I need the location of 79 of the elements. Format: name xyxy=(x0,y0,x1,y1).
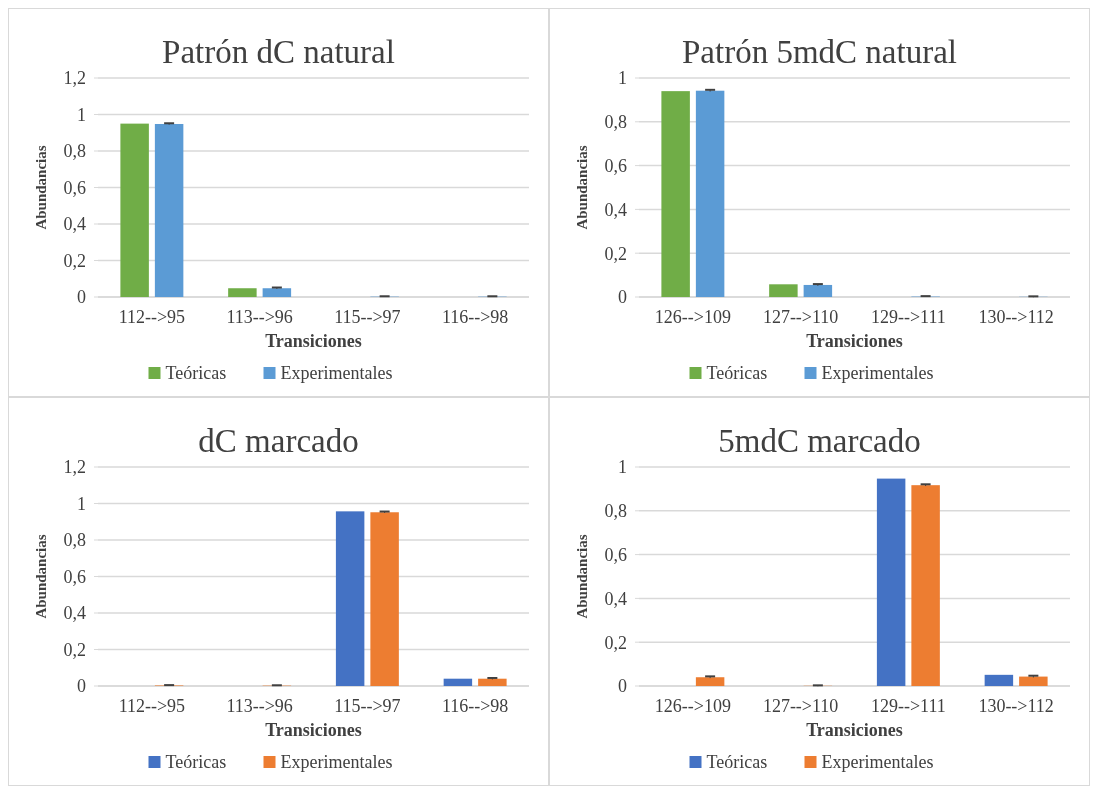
y-tick-label: 0,8 xyxy=(604,112,627,133)
x-tick-label: 116-->98 xyxy=(441,696,509,716)
bar xyxy=(1019,676,1048,686)
y-tick-label: 1,2 xyxy=(63,68,86,89)
bar xyxy=(695,90,725,297)
chart-title: dC marcado xyxy=(198,423,359,459)
bar xyxy=(876,478,906,686)
y-tick-label: 0,2 xyxy=(604,243,627,264)
x-tick-label: 127-->110 xyxy=(762,696,839,716)
bar xyxy=(335,511,365,686)
y-tick-label: 0,6 xyxy=(63,566,86,587)
x-tick-label: 115-->97 xyxy=(334,307,401,327)
bar xyxy=(370,512,399,686)
bar xyxy=(911,485,940,686)
bar xyxy=(695,677,725,686)
legend-label: Experimentales xyxy=(280,363,393,384)
y-tick-label: 0,8 xyxy=(604,501,627,522)
y-axis-title: Abundancias xyxy=(574,534,590,619)
y-tick-label: 0 xyxy=(618,287,627,308)
y-tick-label: 0 xyxy=(618,676,627,697)
y-tick-label: 0,6 xyxy=(604,155,627,176)
y-tick-label: 0,8 xyxy=(63,530,86,551)
bar xyxy=(262,288,292,297)
bar xyxy=(478,678,507,686)
x-tick-label: 129-->111 xyxy=(870,696,946,716)
y-axis-title: Abundancias xyxy=(33,145,49,230)
bar xyxy=(120,123,149,297)
x-tick-label: 116-->98 xyxy=(441,307,509,327)
legend-label: Experimentales xyxy=(821,752,934,773)
y-tick-label: 0,2 xyxy=(63,639,86,660)
legend-label: Teóricas xyxy=(165,752,227,773)
x-axis-title: Transiciones xyxy=(806,331,903,351)
y-tick-label: 1 xyxy=(77,493,86,514)
y-tick-label: 0,2 xyxy=(604,632,627,653)
x-tick-label: 129-->111 xyxy=(870,307,946,327)
y-tick-label: 0,6 xyxy=(604,544,627,565)
y-tick-label: 1,2 xyxy=(63,457,86,478)
x-tick-label: 115-->97 xyxy=(334,696,401,716)
bar xyxy=(984,674,1014,686)
chart-title: 5mdC marcado xyxy=(718,423,921,459)
x-tick-label: 113-->96 xyxy=(226,696,293,716)
bar xyxy=(228,288,257,297)
legend-label: Experimentales xyxy=(821,363,934,384)
legend-label: Experimentales xyxy=(280,752,393,773)
y-axis-title: Abundancias xyxy=(33,534,49,619)
legend-label: Teóricas xyxy=(165,363,227,384)
bar xyxy=(769,284,798,297)
x-tick-label: 130-->112 xyxy=(978,307,1054,327)
bar xyxy=(661,91,690,297)
y-tick-label: 0,4 xyxy=(63,603,86,624)
y-tick-label: 0 xyxy=(77,287,86,308)
bar xyxy=(443,678,473,686)
x-axis-title: Transiciones xyxy=(806,720,903,740)
chart-title: Patrón 5mdC natural xyxy=(682,34,957,70)
bar xyxy=(154,123,184,297)
chart-title: Patrón dC natural xyxy=(162,34,395,70)
x-tick-label: 130-->112 xyxy=(978,696,1054,716)
y-tick-label: 0,2 xyxy=(63,250,86,271)
x-tick-label: 112-->95 xyxy=(118,307,186,327)
y-tick-label: 0,4 xyxy=(63,214,86,235)
y-tick-label: 0,4 xyxy=(604,199,627,220)
x-tick-label: 126-->109 xyxy=(654,307,731,327)
y-tick-label: 0,4 xyxy=(604,588,627,609)
x-tick-label: 113-->96 xyxy=(226,307,293,327)
y-tick-label: 1 xyxy=(618,457,627,478)
x-tick-label: 126-->109 xyxy=(654,696,731,716)
x-axis-title: Transiciones xyxy=(265,331,362,351)
legend-label: Teóricas xyxy=(706,752,768,773)
y-tick-label: 0 xyxy=(77,676,86,697)
y-tick-label: 1 xyxy=(77,104,86,125)
legend-label: Teóricas xyxy=(706,363,768,384)
y-tick-label: 0,6 xyxy=(63,177,86,198)
y-tick-label: 1 xyxy=(618,68,627,89)
x-tick-label: 127-->110 xyxy=(762,307,839,327)
y-tick-label: 0,8 xyxy=(63,141,86,162)
x-tick-label: 112-->95 xyxy=(118,696,186,716)
x-axis-title: Transiciones xyxy=(265,720,362,740)
y-axis-title: Abundancias xyxy=(574,145,590,230)
bar xyxy=(803,284,833,297)
